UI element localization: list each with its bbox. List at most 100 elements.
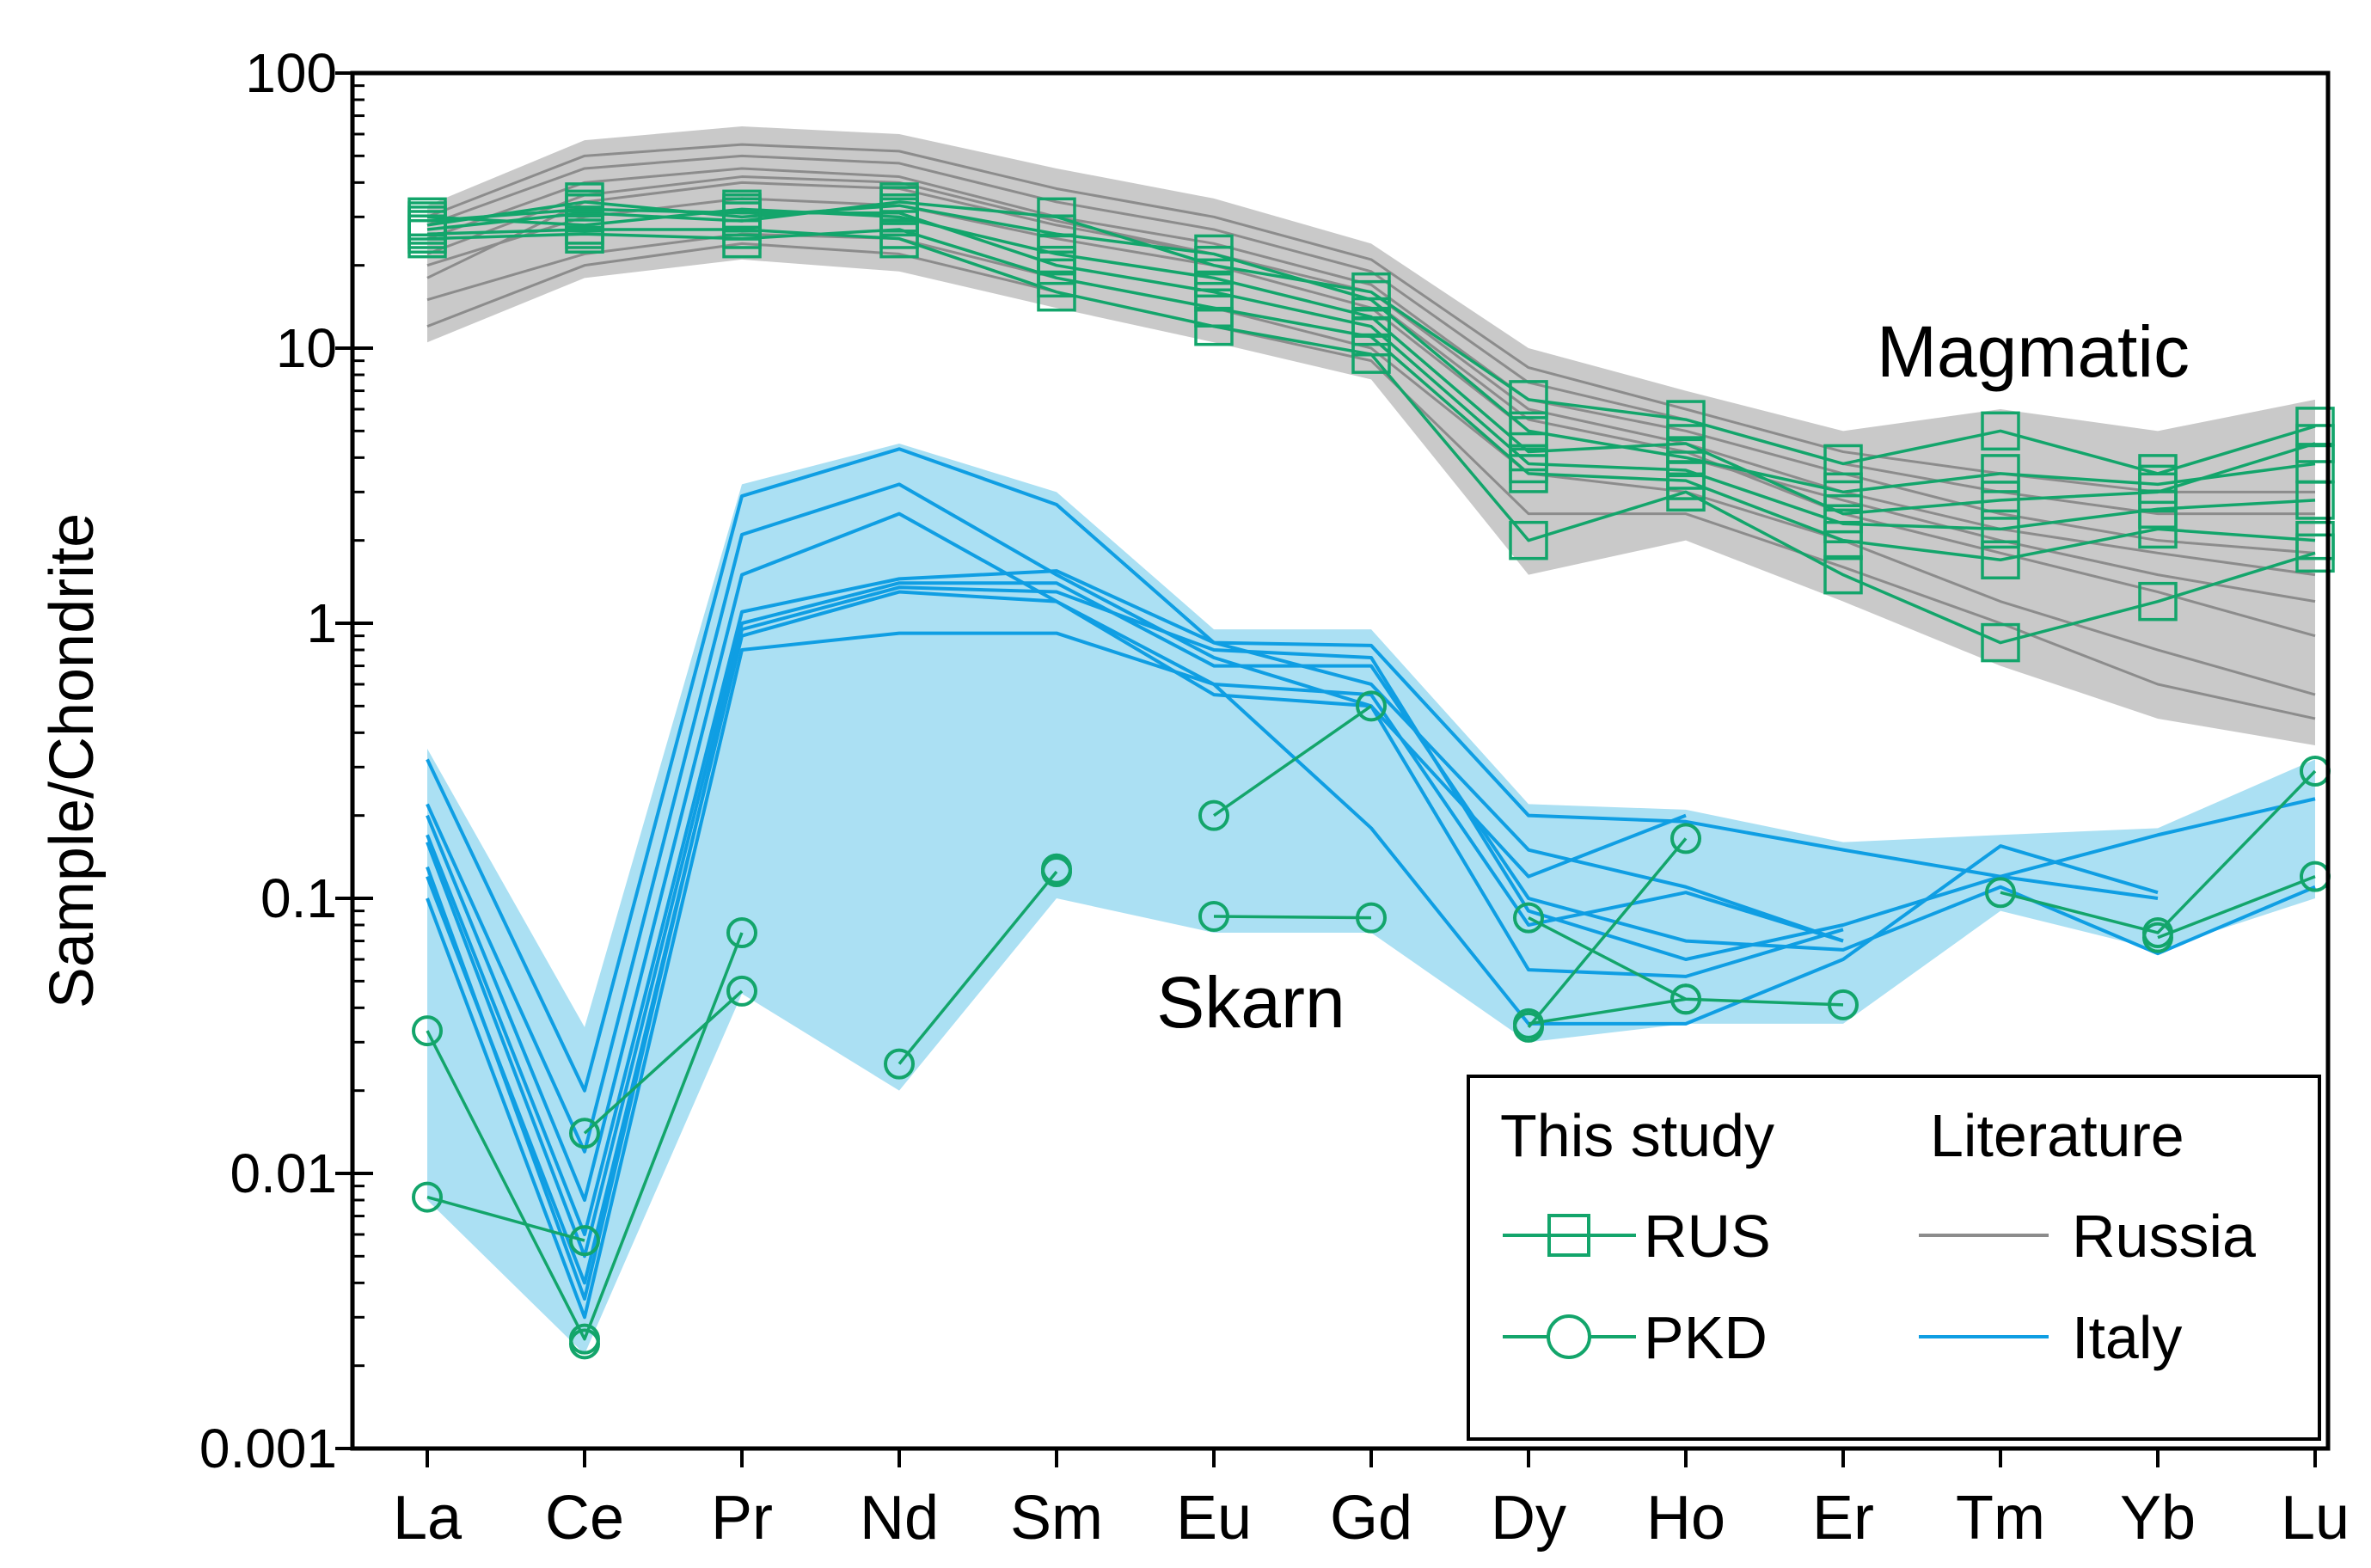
italy-8-series-line bbox=[426, 585, 2316, 1301]
envelope-bands bbox=[427, 126, 2315, 1355]
legend-this-study-title: This study bbox=[1500, 1102, 1774, 1169]
rus-6-yb-square-marker bbox=[2138, 489, 2178, 529]
rus-6-eu-square-marker bbox=[1194, 272, 1234, 312]
y-tick-label: 1 bbox=[306, 592, 337, 654]
rus-1-tm-square-marker bbox=[1981, 411, 2020, 451]
y-axis: 100 10 1 0.1 0.01 0.001 bbox=[199, 42, 373, 1479]
pkd-7-tm-circle-marker bbox=[1985, 877, 2016, 909]
pkd-1-la-circle-marker bbox=[412, 1015, 443, 1047]
legend-italy-label: Italy bbox=[2072, 1304, 2182, 1371]
y-tick-label: 10 bbox=[276, 317, 337, 379]
legend: This study Literature RUS PKD Russia Ita… bbox=[1467, 1075, 2321, 1441]
rus-4-tm-square-marker bbox=[1981, 454, 2020, 493]
rus-6-la-square-marker bbox=[407, 201, 447, 241]
italy-7-series-line bbox=[426, 581, 2316, 1259]
pkd-4-ce-circle-marker bbox=[569, 1118, 600, 1149]
x-tick-label-lu: Lu bbox=[2281, 1484, 2350, 1553]
pkd-2-la-circle-marker bbox=[412, 1181, 443, 1213]
magmatic-annotation: Magmatic bbox=[1877, 311, 2190, 392]
y-tick-label: 100 bbox=[245, 42, 337, 104]
rus-5-tm-square-marker bbox=[1981, 622, 2020, 663]
pkd-6-series-line bbox=[1213, 704, 1372, 818]
italy-3-series-line bbox=[426, 511, 1844, 1203]
x-tick-label-er: Er bbox=[1812, 1484, 1874, 1553]
rus-2-lu-square-marker bbox=[2295, 424, 2335, 463]
rus-5-ce-square-marker bbox=[565, 210, 604, 249]
pkd-3-ho-circle-marker bbox=[1670, 983, 1701, 1015]
x-tick-label-ce: Ce bbox=[545, 1484, 624, 1553]
rus-5-gd-square-marker bbox=[1351, 334, 1391, 374]
rus-5-eu-square-marker bbox=[1194, 306, 1234, 346]
rus-3-yb-square-marker bbox=[2138, 509, 2178, 549]
x-tick-label-tm: Tm bbox=[1956, 1484, 2045, 1553]
x-tick-label-yb: Yb bbox=[2120, 1484, 2196, 1553]
legend-pkd-label: PKD bbox=[1644, 1304, 1768, 1371]
pkd-8-sm-circle-marker bbox=[1041, 853, 1072, 885]
rus-6-ce-square-marker bbox=[565, 189, 604, 230]
rus-1-ho-square-marker bbox=[1666, 400, 1706, 439]
pkd-3-ce-circle-marker bbox=[569, 1328, 600, 1360]
rus-5-er-square-marker bbox=[1823, 554, 1863, 595]
legend-pkd-circle-icon bbox=[1547, 1314, 1591, 1359]
pkd-7-series-line bbox=[1213, 915, 1372, 920]
rus-6-gd-square-marker bbox=[1351, 306, 1391, 346]
pkd-8-series-line bbox=[2157, 875, 2316, 940]
legend-rus-square-icon bbox=[1547, 1214, 1590, 1257]
rus-6-nd-square-marker bbox=[879, 193, 919, 233]
rus-4-eu-square-marker bbox=[1194, 234, 1234, 274]
pkd-3-series-line bbox=[1528, 997, 1687, 1026]
pkd-6-eu-circle-marker bbox=[1198, 799, 1229, 831]
pkd-5-nd-circle-marker bbox=[884, 1048, 915, 1080]
rus-6-tm-square-marker bbox=[1981, 509, 2020, 549]
rus-6-pr-square-marker bbox=[722, 193, 762, 233]
rus-2-tm-square-marker bbox=[1981, 481, 2020, 520]
y-tick-label: 0.1 bbox=[260, 867, 337, 929]
rus-5-dy-square-marker bbox=[1509, 520, 1548, 560]
pkd-6-gd-circle-marker bbox=[1356, 690, 1387, 722]
x-tick-label-ho: Ho bbox=[1646, 1484, 1725, 1553]
pkd-8-yb-circle-marker bbox=[2142, 922, 2173, 953]
rus-6-ho-square-marker bbox=[1666, 450, 1706, 490]
y-tick-label: 0.001 bbox=[199, 1418, 337, 1479]
x-tick-label-pr: Pr bbox=[711, 1484, 773, 1553]
pkd-5-series-line bbox=[898, 870, 1058, 1065]
rus-6-sm-square-marker bbox=[1037, 245, 1076, 285]
pkd-4-pr-circle-marker bbox=[726, 975, 757, 1007]
italy-1-series-line bbox=[426, 447, 1844, 1093]
x-tick-label-eu: Eu bbox=[1176, 1484, 1252, 1553]
russia-envelope-band bbox=[427, 126, 2315, 745]
legend-literature-title: Literature bbox=[1930, 1102, 2184, 1169]
russia-3-series-line bbox=[426, 167, 2316, 554]
rus-1-er-square-marker bbox=[1823, 444, 1863, 484]
rus-1-dy-square-marker bbox=[1509, 380, 1548, 420]
x-tick-label-gd: Gd bbox=[1330, 1484, 1412, 1553]
y-tick-label: 0.01 bbox=[230, 1142, 337, 1204]
x-tick-label-la: La bbox=[393, 1484, 463, 1553]
rus-4-yb-square-marker bbox=[2138, 464, 2178, 505]
pkd-2-ce-circle-marker bbox=[569, 1225, 600, 1257]
this-study-markers bbox=[407, 182, 2335, 1360]
pkd-4-dy-circle-marker bbox=[1513, 1011, 1544, 1043]
italy-envelope-band bbox=[427, 443, 2315, 1355]
x-tick-label-sm: Sm bbox=[1010, 1484, 1103, 1553]
pkd-7-eu-circle-marker bbox=[1198, 900, 1229, 932]
italy-lines bbox=[426, 447, 2316, 1320]
pkd-1-pr-circle-marker bbox=[726, 916, 757, 948]
pkd-1-er-circle-marker bbox=[1828, 989, 1859, 1020]
pkd-2-series-line bbox=[426, 1195, 585, 1242]
pkd-1-series-line bbox=[426, 932, 744, 1341]
pkd-1-dy-circle-marker bbox=[1513, 902, 1544, 934]
rus-5-ho-square-marker bbox=[1666, 472, 1706, 512]
pkd-4-ho-circle-marker bbox=[1670, 823, 1701, 854]
rus-6-dy-square-marker bbox=[1509, 444, 1548, 484]
rus-4-dy-square-marker bbox=[1509, 411, 1548, 451]
legend-russia-label: Russia bbox=[2072, 1203, 2256, 1270]
rus-5-sm-square-marker bbox=[1037, 272, 1076, 312]
rus-6-er-square-marker bbox=[1823, 504, 1863, 543]
rus-5-lu-square-marker bbox=[2295, 533, 2335, 573]
pkd-4-series-line bbox=[1527, 837, 1688, 1029]
pkd-7-series-line bbox=[2000, 769, 2317, 934]
rus-5-nd-square-marker bbox=[879, 218, 919, 259]
rus-3-tm-square-marker bbox=[1981, 540, 2020, 580]
